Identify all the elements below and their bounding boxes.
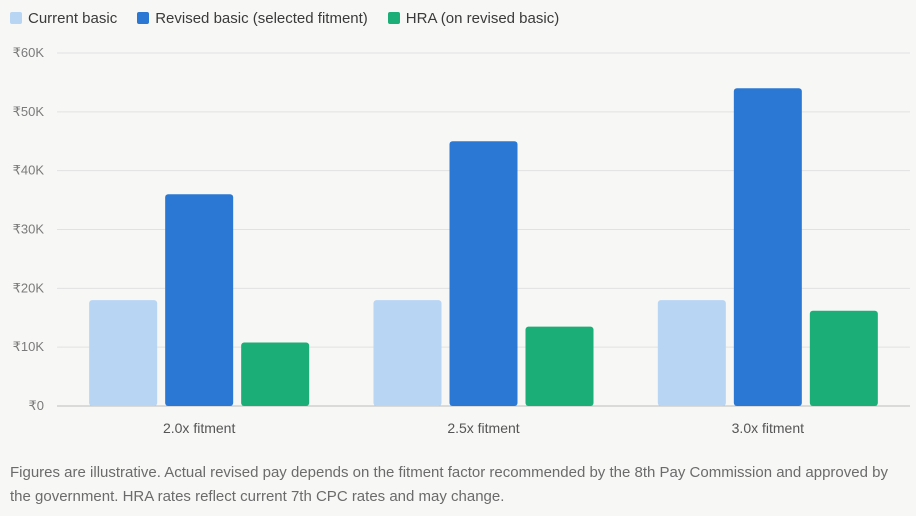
y-tick-label: ₹60K — [13, 45, 45, 60]
legend-label-current-basic: Current basic — [28, 9, 118, 27]
bar-current-basic-0 — [89, 300, 158, 406]
y-tick-label: ₹10K — [13, 339, 45, 354]
y-tick-label: ₹20K — [13, 280, 45, 295]
legend-item-hra[interactable]: HRA (on revised basic) — [387, 9, 560, 27]
bar-revised-basic-selected-fitment-0 — [165, 194, 234, 406]
bar-hra-on-revised-basic-0 — [241, 342, 310, 406]
x-tick-label: 2.5x fitment — [447, 420, 519, 436]
legend-label-hra: HRA (on revised basic) — [405, 9, 560, 27]
bar-hra-on-revised-basic-1 — [525, 326, 594, 406]
bar-chart: ₹0 ₹10K ₹20K ₹30K ₹40K ₹50K ₹60K 2.0x fitment 2.… — [13, 45, 910, 436]
y-tick-label: ₹50K — [13, 104, 45, 119]
x-tick-label: 2.0x fitment — [163, 420, 235, 436]
legend-swatch-current-basic — [10, 12, 22, 24]
chart-footnote: Figures are illustrative. Actual revised… — [10, 464, 888, 505]
bar-revised-basic-selected-fitment-1 — [449, 141, 518, 406]
legend-item-revised-basic[interactable]: Revised basic (selected fitment) — [137, 10, 368, 27]
legend-swatch-revised-basic — [137, 12, 150, 24]
x-tick-label: 3.0x fitment — [732, 420, 804, 436]
y-tick-label: ₹40K — [13, 163, 45, 178]
y-tick-label: ₹30K — [13, 222, 45, 237]
legend-item-current-basic[interactable]: Current basic — [10, 10, 117, 27]
chart-legend: Current basic Revised basic (selected fi… — [10, 8, 559, 28]
bar-current-basic-1 — [373, 300, 442, 406]
bar-hra-on-revised-basic-2 — [809, 310, 878, 406]
legend-label-revised-basic: Revised basic (selected fitment) — [155, 9, 368, 27]
bar-revised-basic-selected-fitment-2 — [733, 88, 802, 407]
legend-swatch-hra — [387, 12, 400, 24]
y-tick-label: ₹0 — [28, 398, 44, 413]
bar-current-basic-2 — [657, 300, 726, 406]
